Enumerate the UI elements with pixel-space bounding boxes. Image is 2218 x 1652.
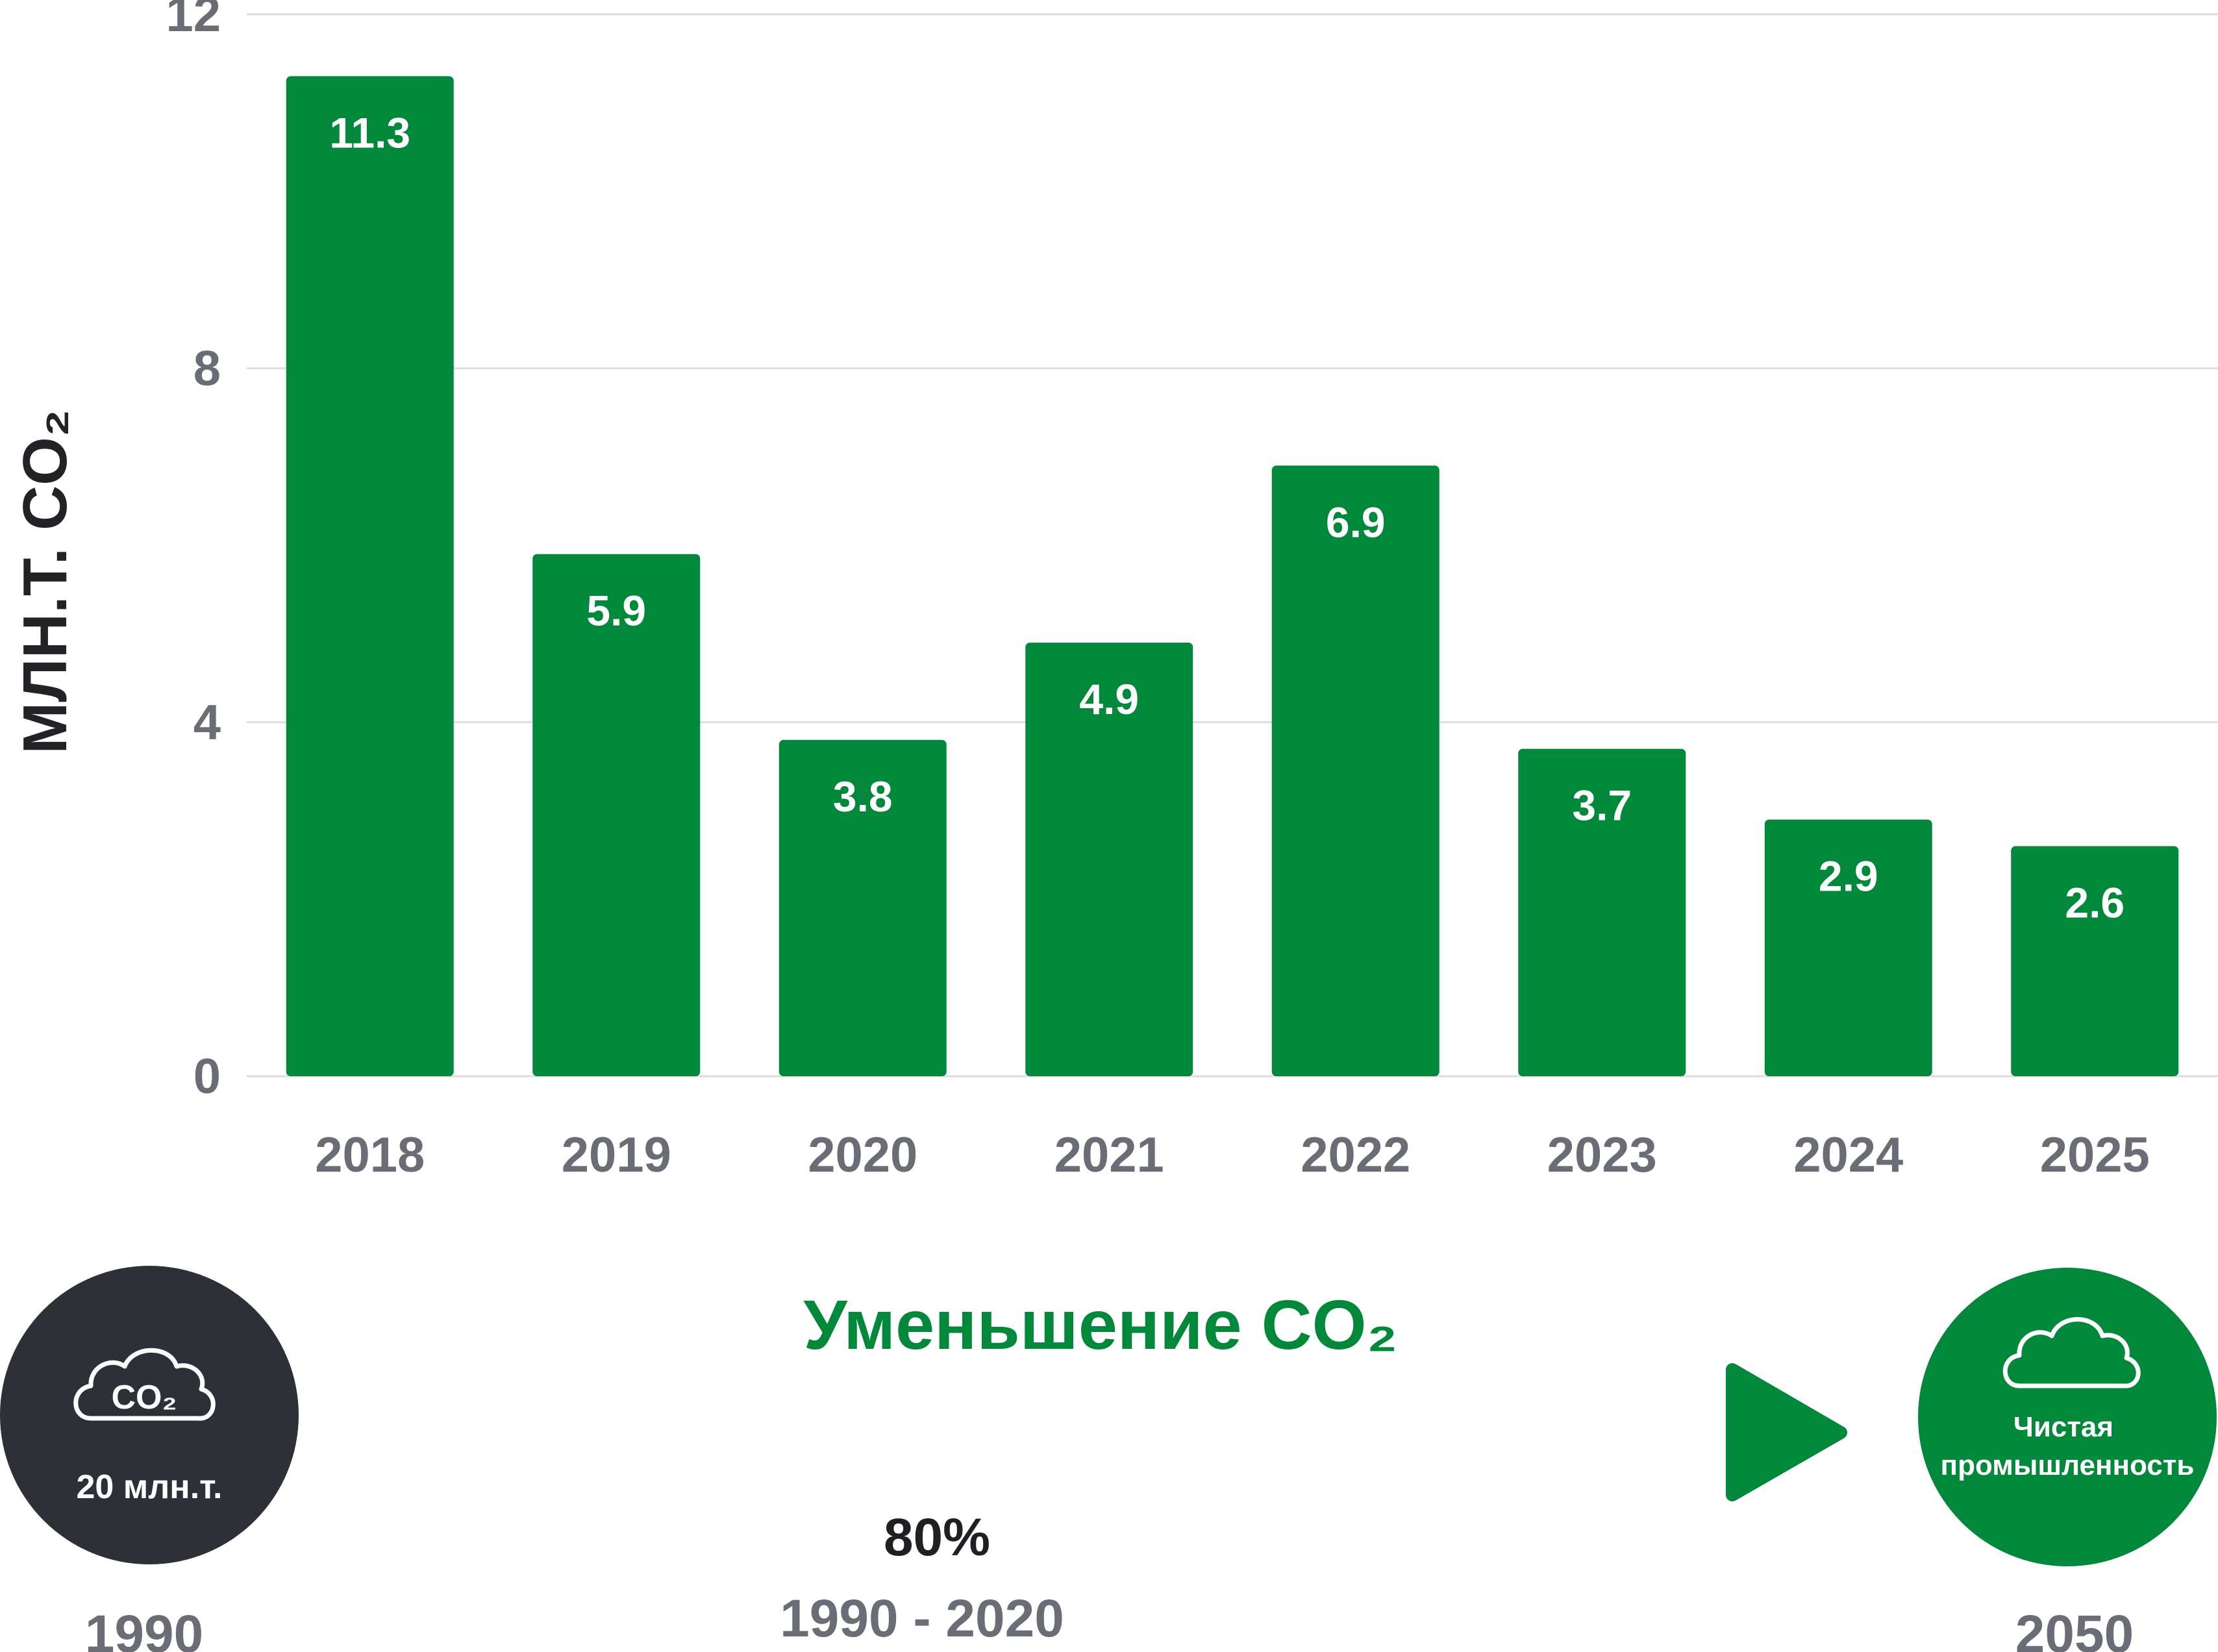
start-circle <box>0 1266 299 1564</box>
bar <box>1025 642 1193 1076</box>
x-tick-label: 2024 <box>1793 1128 1903 1183</box>
y-axis-label: МЛН.Т. CO₂ <box>10 409 80 754</box>
end-line1: Чистая <box>2013 1411 2113 1443</box>
bar-value-label: 3.7 <box>1572 782 1632 830</box>
x-tick-label: 2023 <box>1547 1128 1657 1183</box>
bar <box>1518 748 1686 1076</box>
bars: 11.3 5.9 3.8 4.9 6.9 3.7 2.9 2.6 <box>286 76 2179 1076</box>
timeline: Уменьшение CO₂ CO₂ 20 млн.т. 1990 80% 19… <box>0 1266 2217 1652</box>
end-year: 2050 <box>2015 1605 2134 1652</box>
end-line2: промышленность <box>1941 1449 2195 1481</box>
bar-value-label: 11.3 <box>329 108 410 156</box>
end-circle <box>1918 1268 2217 1566</box>
x-tick-label: 2022 <box>1301 1128 1410 1183</box>
bar-value-label: 2.6 <box>2065 879 2125 927</box>
x-tick-label: 2020 <box>808 1128 917 1183</box>
bar-value-label: 4.9 <box>1079 675 1139 723</box>
y-tick-labels: 0 4 8 12 <box>166 0 221 1104</box>
reduction-percent: 80% <box>884 1508 990 1567</box>
bar <box>532 554 701 1076</box>
y-tick-label: 12 <box>166 0 221 42</box>
x-tick-label: 2018 <box>315 1128 425 1183</box>
bar <box>1271 465 1439 1076</box>
x-tick-labels: 2018 2019 2020 2021 2022 2023 2024 2025 <box>315 1128 2150 1183</box>
bar <box>1764 819 1932 1076</box>
bar <box>779 739 947 1076</box>
timeline-title: Уменьшение CO₂ <box>803 1285 1397 1364</box>
bar-value-label: 5.9 <box>586 587 646 635</box>
bar <box>2011 846 2179 1076</box>
y-tick-label: 4 <box>193 695 221 750</box>
y-tick-label: 0 <box>193 1049 221 1104</box>
start-amount: 20 млн.т. <box>77 1468 223 1506</box>
bar-value-label: 6.9 <box>1326 498 1386 546</box>
co2-cloud-icon: CO₂ <box>73 1348 216 1421</box>
start-year: 1990 <box>85 1605 203 1652</box>
bar-value-label: 2.9 <box>1819 852 1878 900</box>
bar <box>286 76 454 1076</box>
x-tick-label: 2025 <box>2040 1128 2150 1183</box>
bar-value-label: 3.8 <box>833 772 893 820</box>
x-tick-label: 2021 <box>1054 1128 1164 1183</box>
y-tick-label: 8 <box>193 341 221 396</box>
co2-icon-text: CO₂ <box>111 1379 177 1416</box>
arrow-head <box>1726 1363 1847 1501</box>
x-tick-label: 2019 <box>562 1128 671 1183</box>
reduction-period: 1990 - 2020 <box>780 1589 1064 1648</box>
cloud-icon <box>2002 1317 2141 1388</box>
